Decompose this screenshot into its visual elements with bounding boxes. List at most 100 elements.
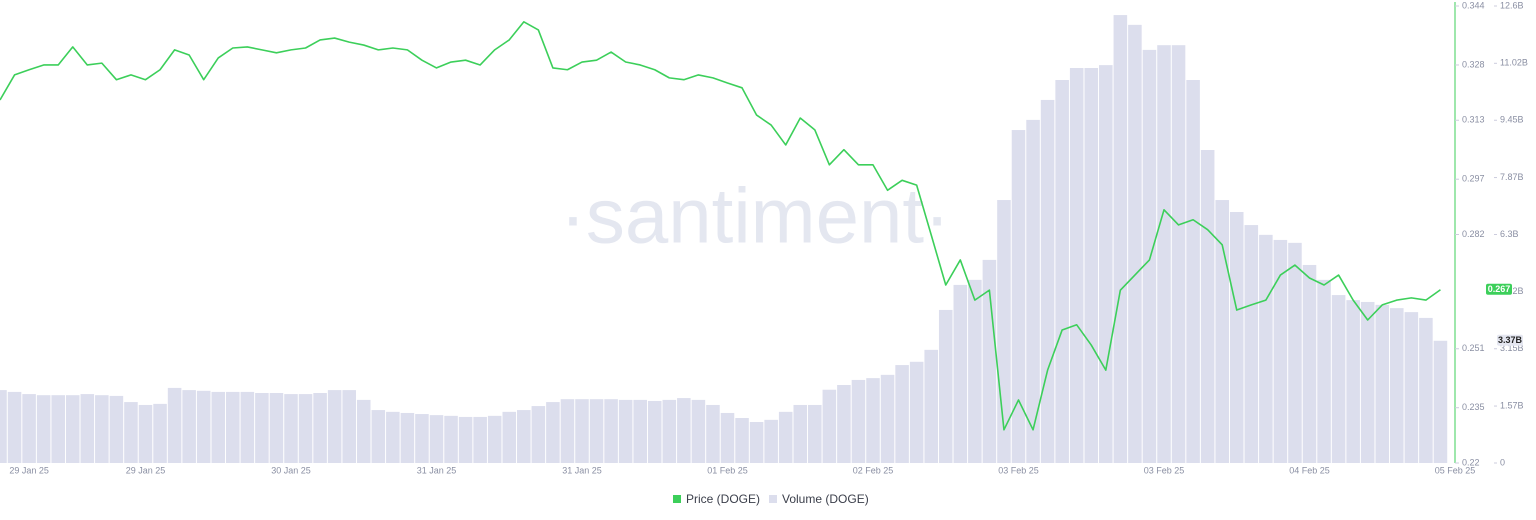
volume-bar: [589, 399, 604, 463]
y-tick-label: 0.282: [1462, 229, 1485, 239]
x-tick-label: 29 Jan 25: [126, 465, 166, 475]
volume-bar: [560, 399, 575, 463]
volume-bar: [255, 392, 269, 463]
y2-tick-label: 0: [1500, 457, 1505, 467]
volume-bar: [284, 394, 298, 463]
x-tick-label: 31 Jan 25: [562, 465, 602, 475]
y-tick-label: 0.313: [1462, 115, 1485, 125]
volume-bar: [1113, 15, 1128, 463]
volume-bar: [1375, 304, 1390, 463]
last-value-label: 0.267: [1488, 284, 1511, 294]
volume-bar: [968, 279, 982, 463]
volume-bar: [1171, 45, 1186, 464]
volume-bar: [1040, 99, 1055, 463]
volume-bar: [677, 398, 691, 463]
volume-bar: [124, 402, 138, 463]
watermark: ·santiment·: [560, 172, 950, 260]
volume-bar: [95, 395, 109, 463]
volume-bar: [313, 392, 327, 463]
volume-bar: [1084, 68, 1099, 464]
volume-bar: [196, 390, 211, 463]
legend-label: Volume (DOGE): [782, 492, 869, 506]
volume-bar: [837, 385, 851, 463]
volume-bar: [473, 416, 487, 463]
y2-tick-label: 3.15B: [1500, 343, 1524, 353]
y2-tick-label: 1.57B: [1500, 400, 1524, 410]
y-tick-label: 0.235: [1462, 402, 1485, 412]
volume-bar: [808, 404, 822, 463]
volume-bar: [51, 395, 65, 463]
last-value-badge: [1497, 334, 1523, 346]
volume-bar: [36, 395, 51, 463]
volume-bar: [880, 374, 895, 463]
y2-tick-label: 6.3B: [1500, 229, 1519, 239]
volume-bar: [618, 399, 633, 463]
y-tick-label: 0.344: [1462, 0, 1485, 10]
x-tick-label: 02 Feb 25: [853, 465, 894, 475]
volume-bar: [1259, 234, 1273, 463]
volume-bar: [1419, 317, 1433, 463]
volume-bar: [327, 390, 342, 463]
volume-bar: [1360, 301, 1375, 463]
y-tick-label: 0.22: [1462, 457, 1480, 467]
volume-bar: [1099, 65, 1113, 463]
volume-bar: [444, 415, 458, 463]
y2-tick-label: 12.6B: [1500, 0, 1524, 10]
volume-bar: [604, 399, 618, 463]
volume-bar: [1404, 312, 1419, 463]
volume-bar: [65, 395, 80, 463]
volume-bar: [735, 418, 749, 463]
volume-bar: [1069, 68, 1084, 464]
volume-bar: [269, 392, 284, 463]
volume-bar: [138, 404, 153, 463]
last-value-label: 3.37B: [1498, 335, 1523, 345]
volume-bar: [0, 390, 7, 463]
volume-bar: [706, 404, 720, 463]
volume-bar: [1142, 49, 1157, 464]
volume-bar: [1331, 295, 1346, 463]
volume-bar: [822, 389, 837, 463]
volume-bar: [1215, 200, 1229, 464]
volume-bar: [371, 410, 386, 463]
volume-bar: [749, 422, 764, 463]
volume-bar: [167, 387, 182, 463]
x-tick-label: 29 Jan 25: [9, 465, 49, 475]
volume-bar: [1433, 340, 1448, 463]
volume-bar: [1229, 212, 1244, 463]
volume-bar: [778, 411, 793, 463]
volume-bar: [691, 399, 706, 463]
volume-bar: [80, 394, 95, 463]
volume-bar: [1200, 149, 1215, 463]
volume-bar: [793, 404, 808, 463]
volume-bar: [400, 412, 415, 463]
volume-bar: [1346, 300, 1360, 463]
legend-swatch: [673, 495, 681, 503]
volume-bar: [1055, 79, 1069, 463]
volume-bar: [458, 416, 473, 463]
price-line: [0, 21, 1441, 431]
volume-bar: [517, 410, 531, 463]
volume-bar: [1390, 308, 1404, 463]
volume-bar: [647, 400, 662, 463]
x-tick-label: 30 Jan 25: [271, 465, 311, 475]
volume-bar: [1273, 239, 1288, 463]
volume-bar: [633, 399, 647, 463]
last-value-badge: [1486, 283, 1512, 295]
x-tick-label: 03 Feb 25: [1144, 465, 1185, 475]
volume-bar: [1317, 279, 1331, 463]
volume-bar: [109, 395, 124, 463]
volume-bar: [487, 415, 502, 463]
volume-bar: [226, 391, 240, 463]
volume-bar: [22, 394, 36, 463]
volume-bar: [764, 419, 778, 463]
volume-bar: [298, 394, 313, 463]
volume-bar: [546, 402, 560, 463]
x-tick-label: 04 Feb 25: [1289, 465, 1330, 475]
y2-tick-label: 7.87B: [1500, 172, 1524, 182]
volume-bar: [720, 412, 735, 463]
volume-bar: [153, 403, 167, 463]
x-tick-label: 03 Feb 25: [998, 465, 1039, 475]
volume-bar: [7, 391, 22, 463]
x-tick-label: 31 Jan 25: [417, 465, 457, 475]
